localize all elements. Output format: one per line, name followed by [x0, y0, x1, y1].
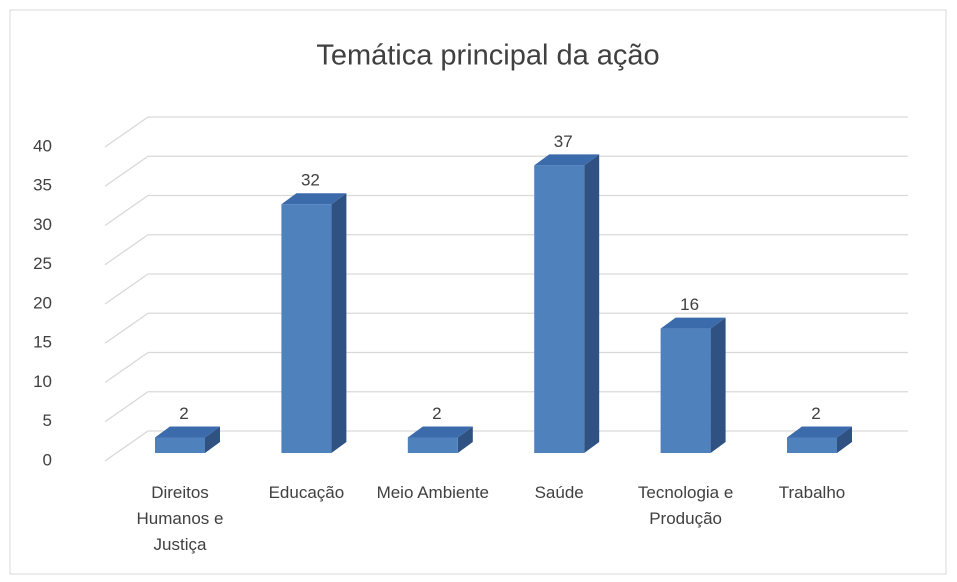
bar: [281, 193, 347, 453]
x-tick-label: Tecnologia e Produção: [637, 483, 734, 528]
grid-line: [104, 234, 908, 266]
data-label: 16: [680, 295, 699, 314]
bar-side: [331, 193, 347, 453]
grid-line: [104, 155, 908, 187]
bar-side: [584, 154, 600, 453]
data-label: 37: [554, 132, 573, 151]
y-tick-label: 25: [33, 254, 52, 273]
bar-side: [205, 426, 220, 453]
bar-front: [407, 437, 458, 453]
grid-line: [104, 391, 908, 423]
y-tick-label: 5: [43, 411, 52, 430]
bar: [660, 317, 726, 453]
bar-side: [457, 426, 473, 453]
bar-side: [710, 317, 726, 453]
grid-line: [104, 273, 908, 305]
data-label: 2: [432, 404, 441, 423]
bar-front: [281, 204, 332, 453]
grid-line: [104, 430, 908, 462]
y-tick-label: 30: [33, 215, 52, 234]
bar-top: [281, 193, 347, 205]
y-tick-label: 15: [33, 333, 52, 352]
x-tick-label: Saúde: [534, 483, 584, 502]
y-tick-label: 40: [33, 136, 52, 155]
y-tick-label: 35: [33, 176, 52, 195]
bar-front: [534, 165, 585, 453]
bar-front: [787, 437, 837, 453]
x-tick-label: Trabalho: [778, 483, 846, 502]
bar-side: [837, 426, 852, 453]
grid-line: [104, 351, 908, 384]
y-tick-label: 20: [33, 293, 52, 312]
chart-title: Temática principal da ação: [316, 40, 659, 72]
bar: [534, 154, 600, 453]
data-label: 32: [301, 171, 320, 190]
bar-top: [534, 154, 600, 166]
x-tick-label: Educação: [268, 483, 345, 502]
grid-line: [104, 312, 908, 344]
bar-top: [660, 317, 726, 329]
y-tick-label: 10: [33, 372, 52, 391]
bar: [155, 426, 220, 453]
x-tick-label: Direitos Humanos e Justiça: [136, 483, 224, 554]
bar: [407, 426, 473, 453]
bar-top: [787, 426, 852, 438]
y-tick-label: 0: [43, 450, 52, 469]
bar-front: [660, 328, 711, 453]
x-tick-label: Meio Ambiente: [376, 483, 490, 502]
chart-border: [9, 9, 947, 575]
data-label: 2: [811, 404, 820, 423]
bar-front: [155, 437, 205, 453]
data-label: 2: [179, 404, 188, 423]
bar-top: [155, 426, 220, 438]
bar-top: [407, 426, 473, 438]
grid-line: [104, 194, 908, 227]
bar: [787, 426, 852, 453]
grid-line: [104, 116, 908, 148]
